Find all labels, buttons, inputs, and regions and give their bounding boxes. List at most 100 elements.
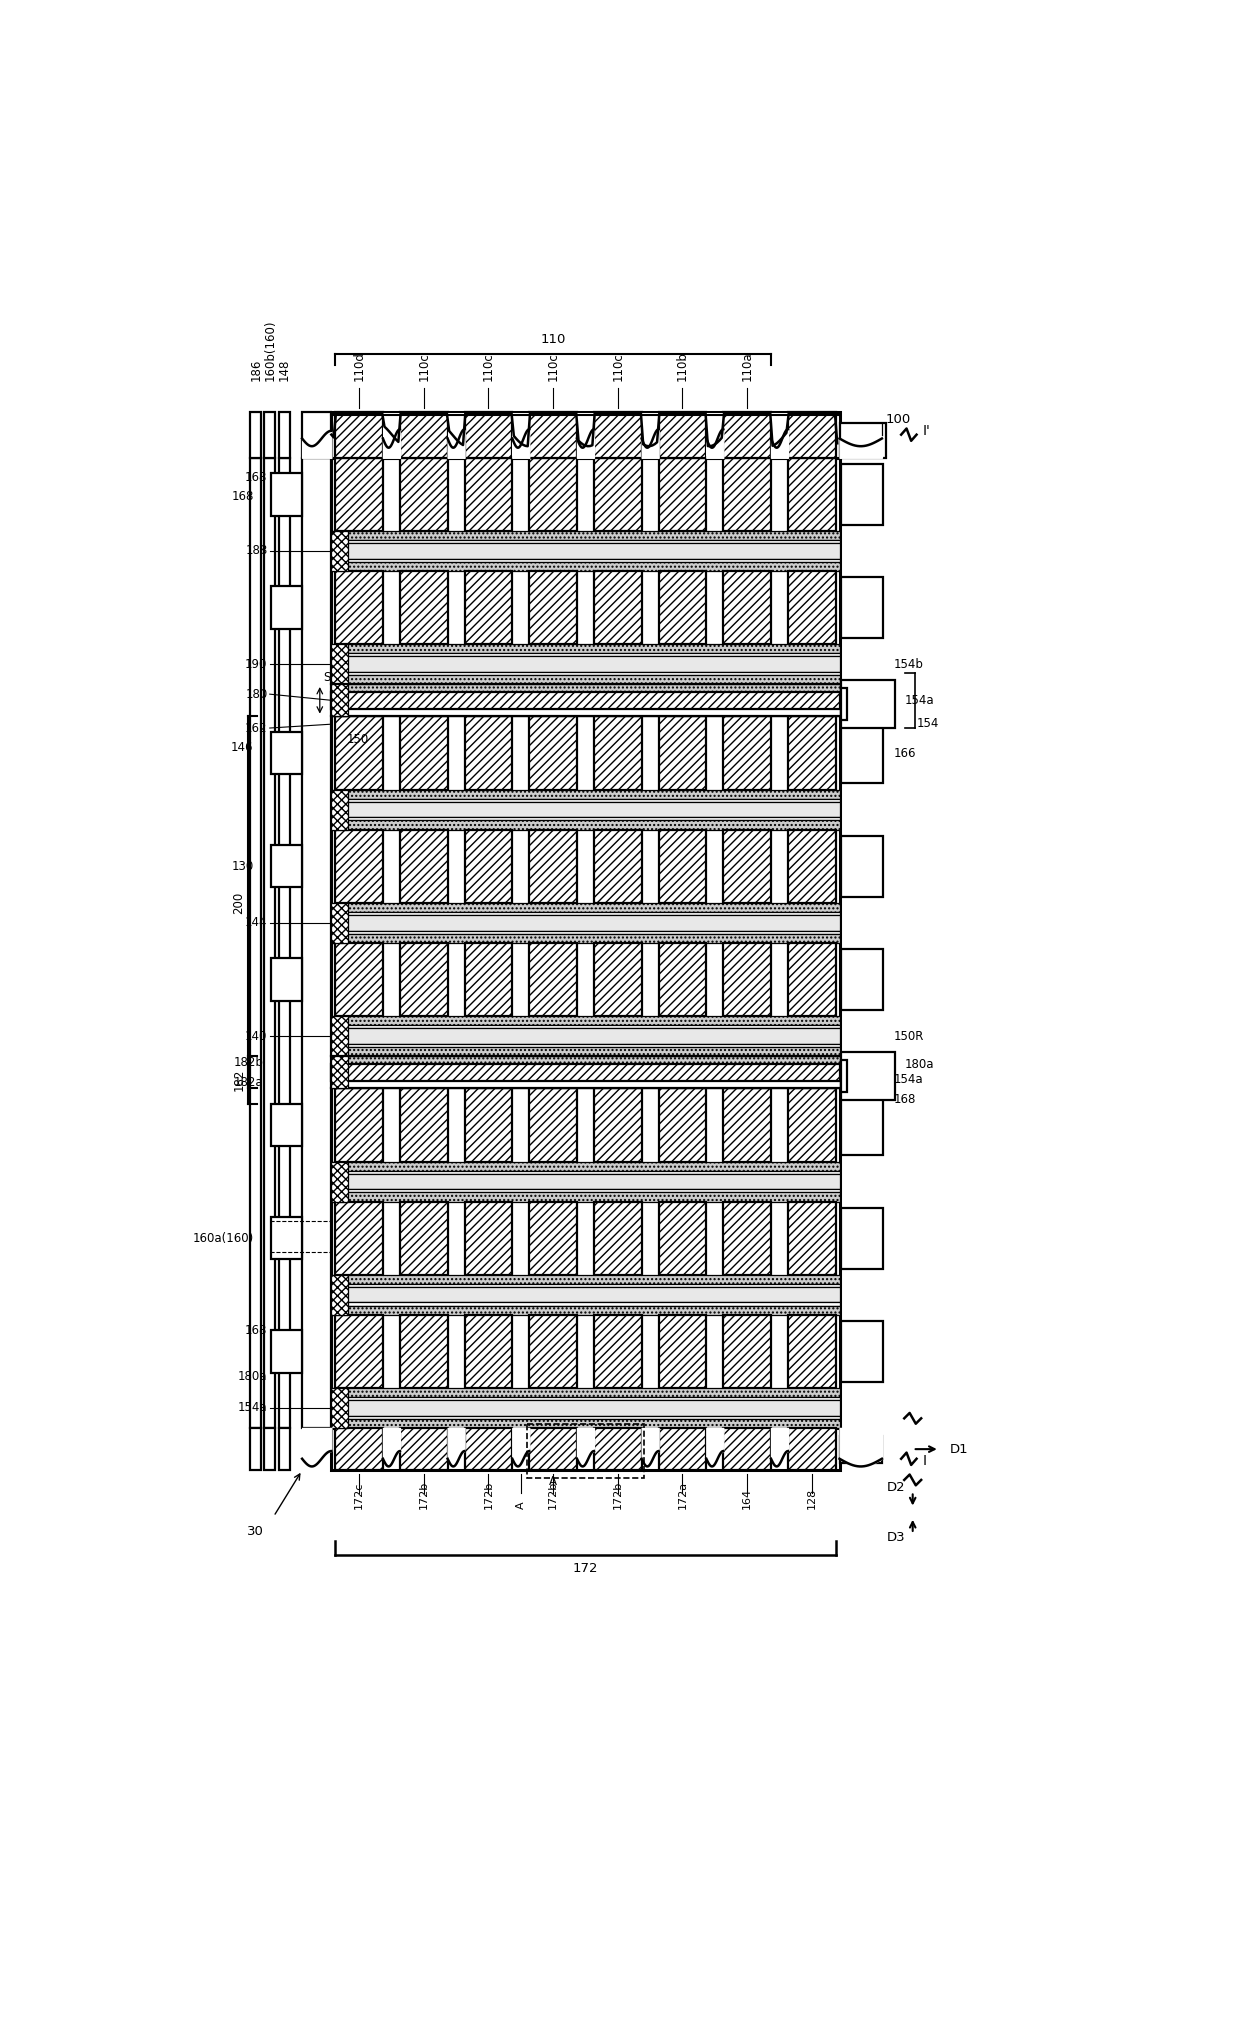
Bar bbox=[841, 1207, 883, 1269]
Bar bbox=[841, 680, 895, 728]
Bar bbox=[335, 716, 383, 789]
Bar bbox=[787, 1088, 836, 1162]
Bar bbox=[331, 644, 348, 684]
Bar bbox=[527, 1425, 644, 1477]
Bar bbox=[787, 458, 836, 531]
Text: 172: 172 bbox=[573, 1562, 598, 1576]
Bar bbox=[787, 412, 836, 458]
Text: 182: 182 bbox=[232, 1070, 246, 1092]
Bar bbox=[331, 1419, 839, 1429]
Bar bbox=[399, 458, 448, 531]
Bar bbox=[335, 829, 383, 902]
Bar bbox=[465, 412, 512, 458]
Bar bbox=[787, 716, 836, 789]
Bar bbox=[303, 412, 331, 458]
Bar bbox=[465, 716, 512, 789]
Bar bbox=[331, 1015, 839, 1025]
Bar bbox=[529, 942, 577, 1015]
Bar bbox=[841, 688, 847, 720]
Bar bbox=[331, 912, 839, 914]
Bar bbox=[272, 733, 303, 775]
Bar bbox=[399, 1201, 448, 1275]
Bar bbox=[331, 531, 348, 571]
Bar bbox=[594, 716, 641, 789]
Bar bbox=[723, 458, 771, 531]
Bar bbox=[529, 458, 577, 531]
Bar bbox=[723, 716, 771, 789]
Text: 154a: 154a bbox=[238, 1400, 268, 1415]
Bar bbox=[723, 1316, 771, 1388]
Text: A: A bbox=[516, 1501, 526, 1509]
Bar bbox=[331, 1025, 839, 1029]
Text: D3: D3 bbox=[887, 1532, 905, 1544]
Bar bbox=[272, 587, 303, 630]
Bar bbox=[331, 1302, 839, 1306]
Text: 154: 154 bbox=[916, 716, 939, 731]
Text: 144: 144 bbox=[246, 916, 268, 930]
Text: D2: D2 bbox=[887, 1481, 905, 1493]
Bar bbox=[331, 541, 839, 543]
Text: 166: 166 bbox=[894, 747, 916, 759]
Bar bbox=[331, 1055, 839, 1063]
Text: D1: D1 bbox=[950, 1443, 968, 1455]
Bar bbox=[335, 412, 383, 458]
Text: 150R: 150R bbox=[894, 1031, 924, 1043]
Bar bbox=[335, 1316, 383, 1388]
Bar bbox=[723, 1088, 771, 1162]
Bar bbox=[658, 1088, 707, 1162]
Bar bbox=[658, 458, 707, 531]
Text: 140: 140 bbox=[246, 1029, 268, 1043]
Bar bbox=[335, 942, 383, 1015]
Text: 200: 200 bbox=[232, 892, 246, 914]
Bar bbox=[841, 948, 883, 1009]
Bar bbox=[272, 1330, 303, 1372]
Bar bbox=[279, 1429, 290, 1471]
Bar bbox=[331, 559, 839, 561]
Bar bbox=[658, 1429, 707, 1471]
Bar bbox=[331, 1063, 839, 1082]
Bar bbox=[331, 1047, 839, 1055]
Text: 110a: 110a bbox=[740, 351, 754, 381]
Bar bbox=[331, 1189, 839, 1193]
Bar bbox=[331, 902, 839, 912]
Bar bbox=[331, 1162, 839, 1170]
Bar bbox=[787, 829, 836, 902]
Bar bbox=[529, 412, 577, 458]
Bar bbox=[331, 799, 839, 801]
Bar bbox=[331, 1417, 839, 1419]
Bar bbox=[787, 942, 836, 1015]
Text: 154a: 154a bbox=[894, 1074, 923, 1086]
Text: 160a(160): 160a(160) bbox=[192, 1231, 253, 1245]
Text: 168: 168 bbox=[246, 1324, 268, 1336]
Text: 172b: 172b bbox=[613, 1481, 622, 1509]
Bar bbox=[331, 1275, 348, 1316]
Bar bbox=[335, 458, 383, 531]
Text: 110b: 110b bbox=[676, 351, 689, 381]
Bar bbox=[841, 835, 883, 896]
Bar bbox=[331, 934, 839, 942]
Text: 150: 150 bbox=[347, 733, 370, 747]
Bar bbox=[465, 1316, 512, 1388]
Text: 180: 180 bbox=[246, 688, 268, 700]
Bar bbox=[399, 829, 448, 902]
Bar bbox=[839, 1435, 882, 1463]
Bar bbox=[841, 1094, 883, 1156]
Text: 110d: 110d bbox=[352, 351, 366, 381]
Text: I': I' bbox=[923, 424, 930, 438]
Bar bbox=[331, 1193, 839, 1201]
Bar bbox=[331, 902, 348, 942]
Text: 190: 190 bbox=[246, 658, 268, 670]
Bar bbox=[723, 1201, 771, 1275]
Bar bbox=[399, 412, 448, 458]
Bar bbox=[723, 571, 771, 644]
Bar bbox=[303, 458, 331, 1429]
Bar bbox=[399, 942, 448, 1015]
Text: 162: 162 bbox=[246, 722, 268, 735]
Text: 168: 168 bbox=[231, 490, 253, 502]
Bar bbox=[250, 1429, 262, 1471]
Bar bbox=[264, 412, 275, 458]
Text: 186: 186 bbox=[249, 359, 263, 381]
Text: A: A bbox=[549, 1475, 557, 1489]
Bar bbox=[594, 1316, 641, 1388]
Bar bbox=[658, 412, 707, 458]
